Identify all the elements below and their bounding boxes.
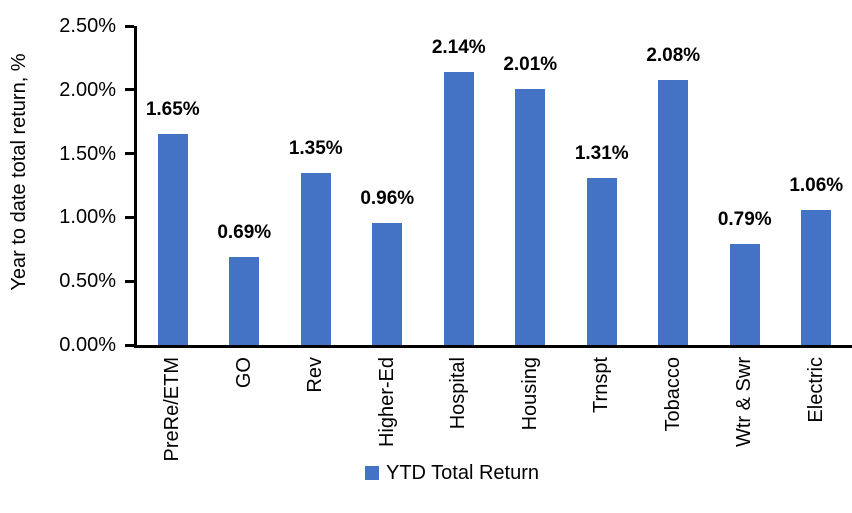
legend-label: YTD Total Return	[385, 462, 540, 484]
x-tick-label-text: Tobacco	[661, 357, 684, 432]
bar-tobacco	[658, 79, 689, 345]
bar-value-label: 0.96%	[360, 187, 415, 209]
x-tick-label-text: Hospital	[447, 357, 470, 430]
bar-value-label: 2.01%	[503, 53, 558, 75]
y-tick-label: 1.50%	[59, 142, 116, 165]
x-tick-label: Tobacco	[638, 357, 710, 432]
x-tick-label-text: GO	[232, 357, 255, 389]
x-tick-label: GO	[209, 357, 281, 388]
x-tick-label-text: Wtr & Swr	[733, 357, 756, 447]
y-tick-mark	[125, 215, 134, 219]
y-tick-mark	[125, 24, 134, 28]
plot-area: 1.65% 0.69% 1.35% 0.96% 2.14% 2.01% 1.31% 2.08%…	[134, 26, 852, 348]
y-tick-label: 0.50%	[59, 270, 116, 293]
y-tick-mark	[125, 152, 134, 156]
x-tick-label: Rev	[280, 357, 352, 393]
bar-go	[229, 256, 260, 345]
x-tick-label-text: PreRe/ETM	[161, 357, 184, 462]
bar-value-label: 0.79%	[717, 209, 772, 231]
bar-prere-etm	[157, 134, 188, 345]
x-tick-label-text: Higher-Ed	[375, 357, 398, 448]
x-tick-label: Hospital	[423, 357, 495, 429]
x-tick-label: PreRe/ETM	[137, 357, 209, 461]
y-tick-mark	[125, 343, 134, 347]
bar-value-label: 2.08%	[646, 44, 701, 66]
bar-housing	[515, 88, 546, 345]
x-tick-label: Trnspt	[566, 357, 638, 413]
x-tick-label: Wtr & Swr	[709, 357, 781, 447]
bar-value-label: 1.35%	[288, 137, 343, 159]
legend-swatch-icon	[364, 466, 379, 480]
bar-value-label: 2.14%	[431, 36, 486, 58]
x-tick-label-text: Electric	[804, 357, 827, 423]
bar-value-label: 1.06%	[789, 174, 844, 196]
x-tick-label-text: Housing	[518, 357, 541, 431]
bar-rev	[300, 172, 331, 345]
bar-wtr-swr	[729, 244, 760, 345]
y-tick-label: 1.00%	[59, 206, 116, 229]
bar-value-label: 0.69%	[217, 221, 272, 243]
y-tick-label: 0.00%	[59, 334, 116, 356]
y-tick-label: 2.00%	[59, 78, 116, 101]
bar-value-label: 1.65%	[145, 99, 200, 121]
bar-hospital	[443, 71, 474, 345]
bar-higher-ed	[372, 222, 403, 345]
bar-trnspt	[586, 177, 617, 345]
bar-value-label: 1.31%	[574, 142, 629, 164]
x-tick-label-text: Trnspt	[590, 357, 613, 413]
legend: YTD Total Return	[0, 462, 852, 484]
y-tick-mark	[125, 279, 134, 283]
x-tick-label: Electric	[781, 357, 852, 423]
x-tick-label: Housing	[495, 357, 567, 430]
bar-electric	[801, 209, 832, 345]
y-tick-label: 2.50%	[59, 15, 116, 37]
x-tick-label: Higher-Ed	[352, 357, 424, 447]
x-tick-label-text: Rev	[304, 357, 327, 393]
y-tick-mark	[125, 88, 134, 92]
